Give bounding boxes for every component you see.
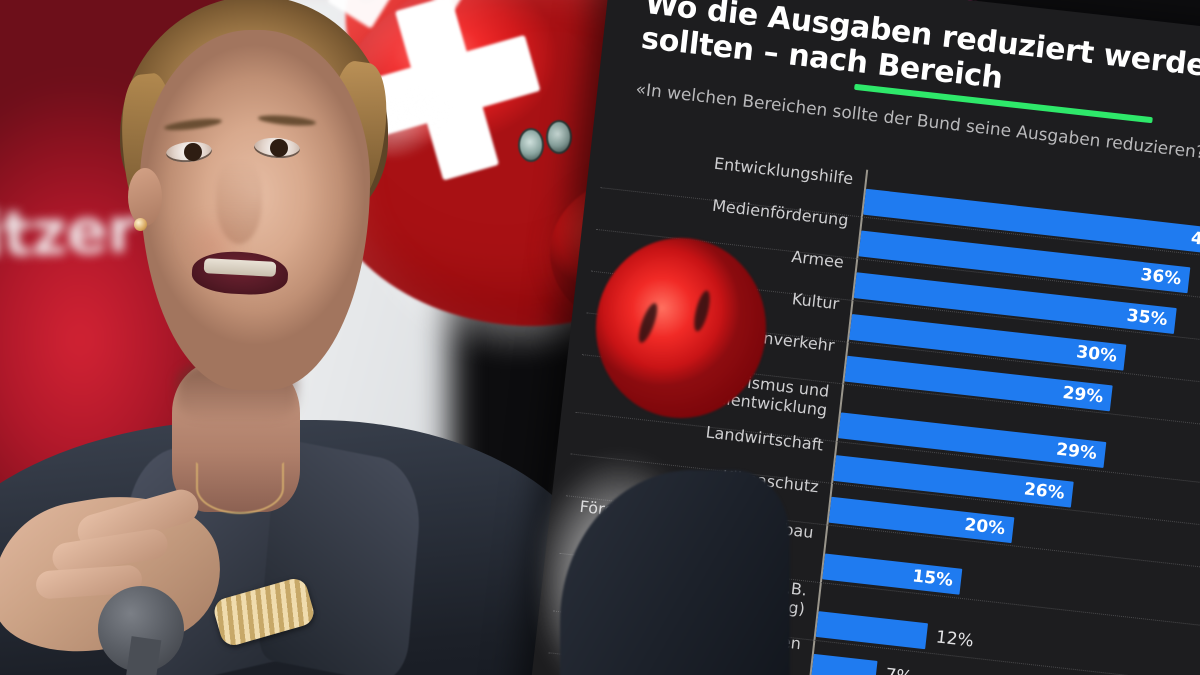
piggy-eye-left — [518, 128, 544, 162]
chart-bar-value: 7% — [884, 665, 913, 675]
politician-portrait — [0, 0, 610, 675]
piggy-nostril-overlay-right — [691, 289, 713, 333]
chart-bar-value: 26% — [1022, 479, 1066, 504]
chart-bar-value: 35% — [1125, 305, 1169, 331]
pupil-right — [270, 139, 288, 157]
chart-bar-value: 29% — [1061, 382, 1105, 408]
chart-bar-value: 15% — [911, 566, 955, 591]
pupil-left — [184, 143, 202, 161]
necklace — [196, 462, 284, 514]
chart-bar-value: 30% — [1075, 342, 1119, 367]
piggy-eye-right — [546, 120, 572, 154]
chart-bar-value: 36% — [1139, 264, 1183, 290]
ear — [128, 168, 162, 226]
earring — [134, 218, 147, 231]
chart-bar-value: 29% — [1055, 439, 1098, 465]
chart-bar-value: 12% — [934, 627, 975, 652]
piggy-nostril-overlay-left — [635, 301, 661, 345]
chart-bar-value: 20% — [963, 514, 1007, 540]
chart-bar-value: 41% — [1189, 228, 1200, 253]
chart-row-label: Entwicklungshilfe — [713, 153, 855, 189]
nose — [216, 160, 262, 244]
face — [140, 30, 370, 390]
microphone-stem — [124, 636, 162, 675]
piggy-snout-overlay — [596, 238, 766, 418]
chart-bar — [811, 653, 878, 675]
